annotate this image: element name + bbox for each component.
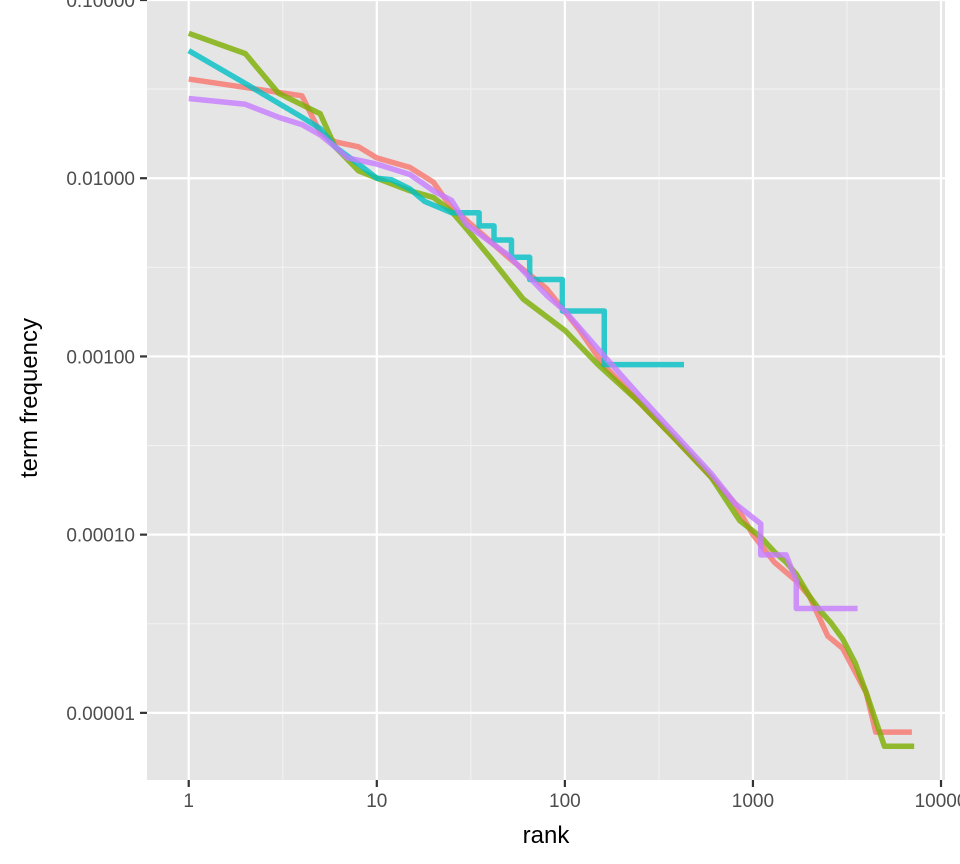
x-tick-label: 100 — [549, 791, 581, 812]
y-tick-label: 0.00010 — [66, 526, 135, 547]
minor-grid — [147, 0, 945, 780]
y-tick-label: 0.01000 — [66, 169, 135, 190]
x-axis-title: rank — [523, 822, 571, 849]
x-tick-label: 10000 — [915, 791, 960, 812]
x-tick-label: 10 — [366, 791, 387, 812]
x-tick-label: 1 — [183, 791, 194, 812]
y-axis: 0.10000 0.01000 0.00100 0.00010 0.00001 — [66, 0, 147, 725]
y-tick-label: 0.00001 — [66, 704, 135, 725]
series-layer — [187, 30, 915, 749]
x-axis: 1 10 100 1000 10000 — [183, 780, 960, 812]
series-line-2 — [187, 30, 915, 749]
x-tick-label: 1000 — [732, 791, 774, 812]
y-axis-title: term frequency — [16, 318, 43, 478]
major-grid — [147, 0, 945, 780]
panel-background — [147, 0, 945, 780]
y-tick-label: 0.10000 — [66, 0, 135, 12]
series-line-4 — [188, 95, 858, 612]
y-tick-label: 0.00100 — [66, 347, 135, 368]
